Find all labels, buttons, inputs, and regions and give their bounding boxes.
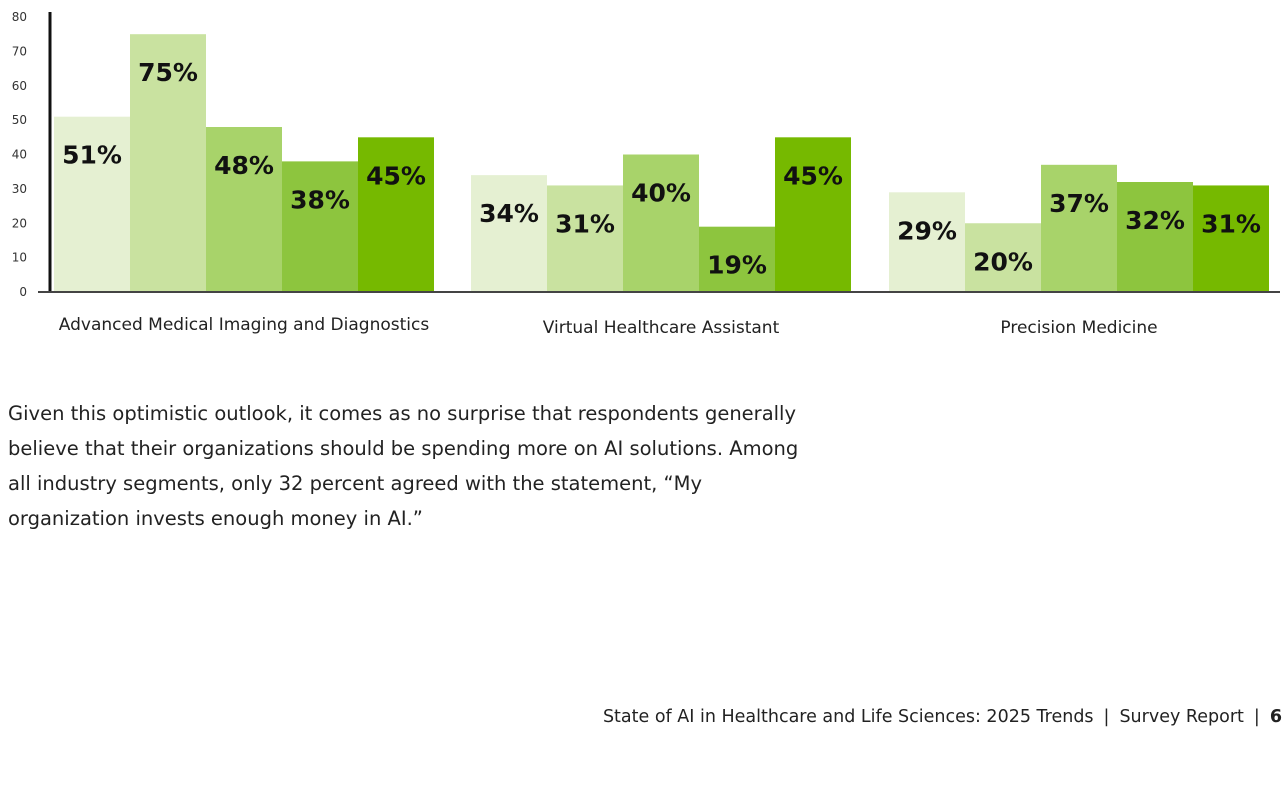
bar [206,127,282,292]
data-label: 45% [783,161,843,190]
data-label: 75% [138,58,198,87]
data-label: 38% [290,185,350,214]
y-tick-label: 30 [12,182,27,196]
data-label: 32% [1125,206,1185,235]
bar [623,154,699,292]
data-label: 20% [973,247,1033,276]
data-label: 40% [631,179,691,208]
y-tick-label: 80 [12,10,27,24]
y-tick-label: 40 [12,148,27,162]
data-label: 19% [707,251,767,280]
footer-separator: | [1103,707,1110,727]
bar [547,185,623,292]
x-category-label: Virtual Healthcare Assistant [543,318,780,338]
page-footer: State of AI in Healthcare and Life Scien… [603,707,1282,727]
data-label: 29% [897,216,957,245]
bar [1041,164,1117,292]
footer-separator: | [1253,707,1260,727]
y-tick-label: 50 [12,113,27,127]
data-label: 51% [62,141,122,170]
x-category-label: Advanced Medical Imaging and Diagnostics [59,315,430,335]
bar [965,223,1041,292]
data-label: 34% [479,199,539,228]
bar [282,161,358,292]
body-paragraph: Given this optimistic outlook, it comes … [8,402,799,530]
bar [358,137,434,292]
bar [54,116,130,292]
footer-report-label: Survey Report [1119,707,1244,727]
y-tick-label: 20 [12,216,27,230]
bar [1193,185,1269,292]
y-tick-label: 10 [12,251,27,265]
x-category-label: Precision Medicine [1000,318,1157,338]
bar-chart: 0 10 20 30 40 50 60 70 80 51% 75% 48% 38% 45% Advanced… [12,10,1280,338]
y-tick-label: 70 [12,44,27,58]
bar [699,226,775,292]
data-label: 48% [214,151,274,180]
bar [889,192,965,292]
data-label: 37% [1049,189,1109,218]
footer-title: State of AI in Healthcare and Life Scien… [602,707,1094,727]
bar [130,34,206,292]
bar [775,137,851,292]
data-label: 31% [1201,209,1261,238]
data-label: 45% [366,161,426,190]
y-tick-label: 0 [19,285,27,299]
data-label: 31% [555,209,615,238]
page-number: 6 [1269,707,1282,727]
bar [1117,182,1193,292]
bar [471,175,547,292]
y-tick-label: 60 [12,79,27,93]
